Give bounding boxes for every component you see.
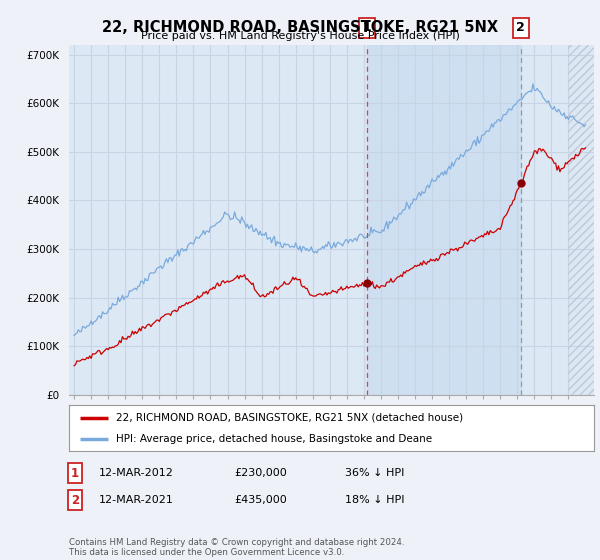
Text: 1: 1 (363, 21, 371, 34)
Text: Contains HM Land Registry data © Crown copyright and database right 2024.
This d: Contains HM Land Registry data © Crown c… (69, 538, 404, 557)
Text: 36% ↓ HPI: 36% ↓ HPI (345, 468, 404, 478)
Text: £230,000: £230,000 (234, 468, 287, 478)
Text: Price paid vs. HM Land Registry's House Price Index (HPI): Price paid vs. HM Land Registry's House … (140, 31, 460, 41)
Text: 2: 2 (71, 493, 79, 507)
Bar (367, 45, 521, 395)
Bar (568, 45, 594, 395)
Text: 18% ↓ HPI: 18% ↓ HPI (345, 495, 404, 505)
Text: 22, RICHMOND ROAD, BASINGSTOKE, RG21 5NX: 22, RICHMOND ROAD, BASINGSTOKE, RG21 5NX (102, 20, 498, 35)
Text: 22, RICHMOND ROAD, BASINGSTOKE, RG21 5NX (detached house): 22, RICHMOND ROAD, BASINGSTOKE, RG21 5NX… (116, 413, 463, 423)
Text: 1: 1 (71, 466, 79, 480)
Text: £435,000: £435,000 (234, 495, 287, 505)
Text: 12-MAR-2021: 12-MAR-2021 (99, 495, 174, 505)
Text: 2: 2 (517, 21, 525, 34)
Text: 12-MAR-2012: 12-MAR-2012 (99, 468, 174, 478)
Text: HPI: Average price, detached house, Basingstoke and Deane: HPI: Average price, detached house, Basi… (116, 435, 433, 444)
